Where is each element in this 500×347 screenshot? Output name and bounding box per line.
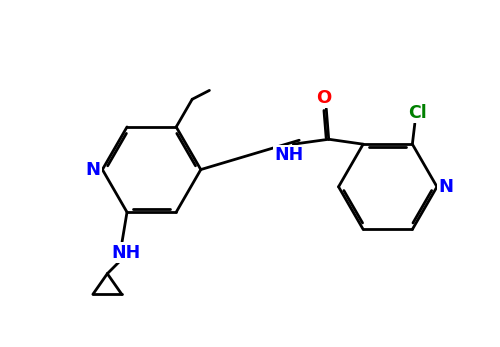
Text: O: O [316,89,332,107]
Text: N: N [85,161,100,179]
Text: NH: NH [112,244,140,262]
Text: Cl: Cl [408,104,426,122]
Text: NH: NH [274,146,304,164]
Text: N: N [438,178,454,196]
